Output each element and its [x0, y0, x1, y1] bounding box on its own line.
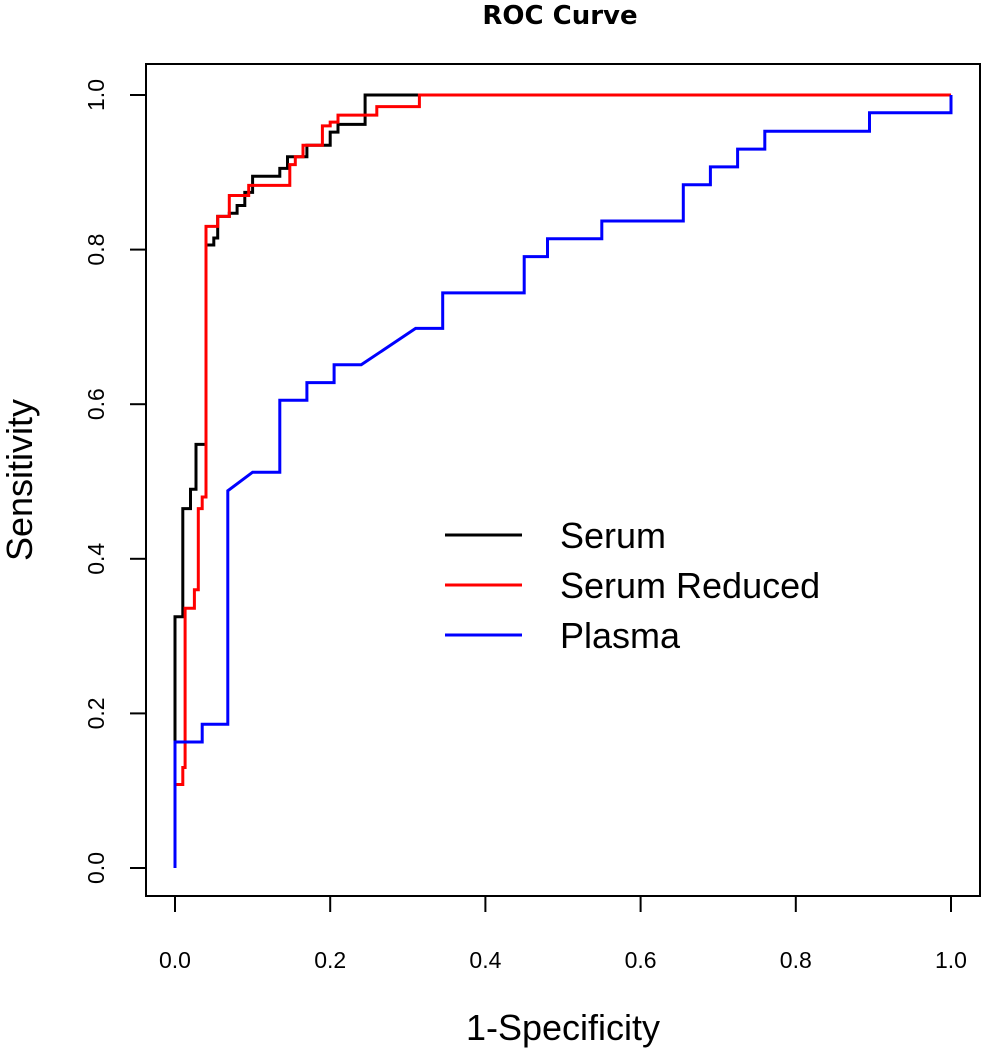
- legend-label-serum: Serum: [560, 515, 666, 556]
- x-tick-label: 0.4: [469, 947, 501, 973]
- y-axis-label: Sensitivity: [0, 399, 40, 561]
- y-tick-label: 0.2: [83, 697, 109, 729]
- y-axis: 0.0 0.2 0.4 0.6 0.8 1.0: [83, 79, 147, 884]
- x-tick-label: 1.0: [935, 947, 967, 973]
- series-line-serum-reduced: [175, 93, 951, 786]
- x-tick-label: 0.8: [780, 947, 812, 973]
- x-tick-label: 0.2: [314, 947, 346, 973]
- legend-label-serum-reduced: Serum Reduced: [560, 565, 820, 606]
- x-tick-label: 0.0: [159, 947, 191, 973]
- series-layer: [173, 93, 953, 868]
- plot-frame: [145, 63, 981, 897]
- x-axis-label: 1-Specificity: [466, 1007, 660, 1048]
- y-tick-label: 0.4: [83, 543, 109, 575]
- x-axis: 0.0 0.2 0.4 0.6 0.8 1.0: [159, 895, 967, 973]
- series-line-serum: [173, 93, 951, 745]
- x-tick-label: 0.6: [625, 947, 657, 973]
- chart-title: ROC Curve: [482, 1, 637, 31]
- y-tick-label: 1.0: [83, 79, 109, 111]
- legend: Serum Serum Reduced Plasma: [445, 515, 820, 656]
- legend-label-plasma: Plasma: [560, 615, 681, 656]
- y-tick-label: 0.0: [83, 852, 109, 884]
- series-line-plasma: [173, 95, 953, 868]
- y-tick-label: 0.6: [83, 388, 109, 420]
- y-tick-label: 0.8: [83, 234, 109, 266]
